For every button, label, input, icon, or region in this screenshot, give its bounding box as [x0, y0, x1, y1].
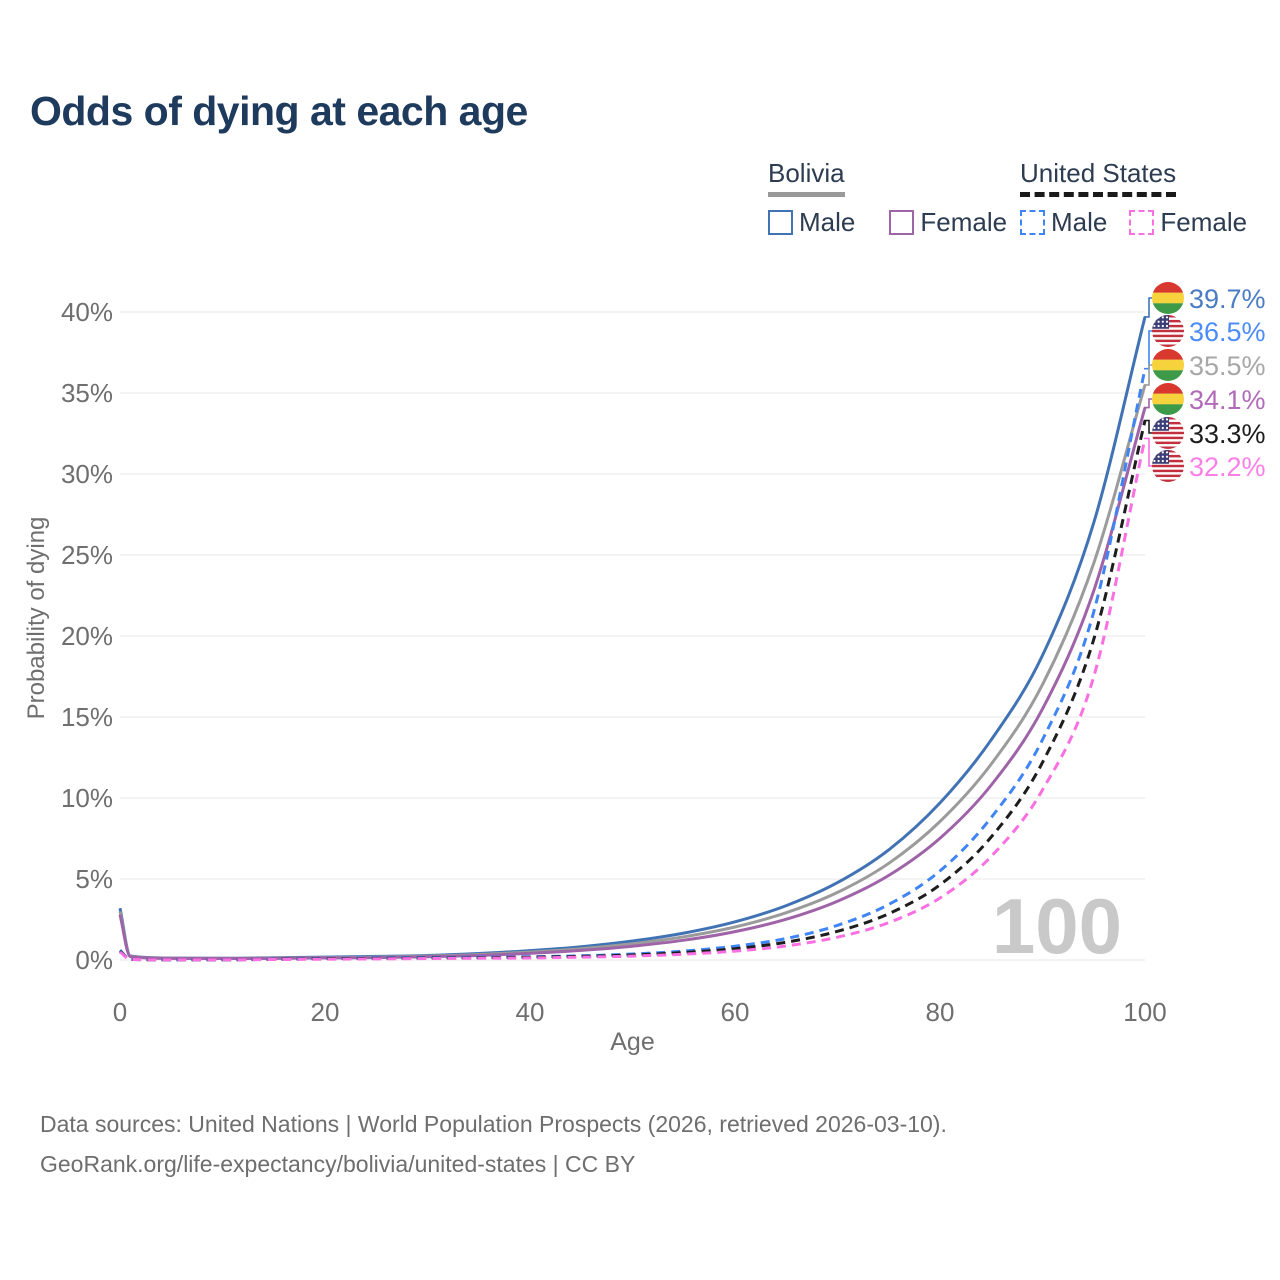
- legend-label-bolivia-male: Male: [799, 207, 856, 237]
- flag-icon-bolivia: [1152, 282, 1184, 314]
- watermark-age: 100: [992, 882, 1122, 970]
- label-connector-bolivia-total: [1144, 364, 1152, 386]
- y-tick-label: 25%: [61, 540, 113, 570]
- legend-label-bolivia-female: Female: [920, 207, 1008, 237]
- y-tick-label: 35%: [61, 378, 113, 408]
- y-tick-label: 30%: [61, 459, 113, 489]
- x-tick-label: 0: [113, 997, 127, 1027]
- series-line-us-male[interactable]: [118, 368, 1147, 962]
- label-connector-bolivia-male: [1144, 297, 1152, 318]
- y-tick-label: 20%: [61, 621, 113, 651]
- label-connector-us-female: [1144, 437, 1152, 467]
- flag-icon-bolivia: [1152, 383, 1184, 415]
- legend-group-bolivia: Bolivia Male Female: [768, 158, 1007, 238]
- footer-line-2: GeoRank.org/life-expectancy/bolivia/unit…: [40, 1151, 636, 1177]
- legend-item-bolivia-male[interactable]: Male: [768, 207, 855, 238]
- legend-swatch-us-female: [1129, 210, 1155, 235]
- page-title: Odds of dying at each age: [30, 88, 528, 134]
- data-source-footer: Data sources: United Nations | World Pop…: [40, 1104, 947, 1184]
- legend-group-title-united-states: United States: [1020, 158, 1177, 197]
- y-tick-label: 10%: [61, 783, 113, 813]
- x-tick-label: 40: [516, 997, 545, 1027]
- x-tick-label: 100: [1123, 997, 1166, 1027]
- legend-row-bolivia: Male Female: [768, 207, 1007, 238]
- y-tick-label: 40%: [61, 297, 113, 327]
- legend-label-us-male: Male: [1051, 207, 1108, 237]
- series-line-bolivia-male[interactable]: [118, 316, 1147, 960]
- series-line-bolivia-total[interactable]: [118, 384, 1147, 960]
- end-value-label-bolivia-total: 35.5%: [1189, 351, 1266, 381]
- x-tick-label: 80: [926, 997, 955, 1027]
- flag-icon-us: [1152, 417, 1184, 449]
- legend-swatch-us-male: [1020, 210, 1045, 235]
- legend-swatch-bolivia-male: [768, 210, 793, 235]
- label-connector-us-total: [1144, 419, 1152, 434]
- y-tick-label: 5%: [75, 864, 113, 894]
- x-tick-label: 60: [721, 997, 750, 1027]
- footer-line-1: Data sources: United Nations | World Pop…: [40, 1111, 947, 1137]
- flag-icon-us: [1152, 450, 1184, 482]
- y-tick-label: 0%: [75, 945, 113, 975]
- end-value-label-bolivia-female: 34.1%: [1189, 385, 1266, 415]
- y-tick-label: 15%: [61, 702, 113, 732]
- flag-icon-us: [1152, 315, 1184, 347]
- series-line-bolivia-female[interactable]: [118, 407, 1147, 960]
- end-value-label-bolivia-male: 39.7%: [1189, 284, 1266, 314]
- flag-icon-bolivia: [1152, 349, 1184, 381]
- y-axis-title: Probability of dying: [23, 517, 50, 720]
- end-value-label-us-female: 32.2%: [1189, 452, 1266, 482]
- label-connector-bolivia-female: [1144, 398, 1152, 409]
- label-connector-us-male: [1144, 330, 1152, 370]
- legend-group-title-bolivia: Bolivia: [768, 158, 845, 197]
- legend-item-bolivia-female[interactable]: Female: [889, 207, 1007, 238]
- x-tick-label: 20: [311, 997, 340, 1027]
- legend-swatch-bolivia-female: [889, 210, 915, 235]
- end-value-label-us-total: 33.3%: [1189, 419, 1266, 449]
- x-axis-title: Age: [610, 1028, 654, 1056]
- legend-item-us-female[interactable]: Female: [1129, 207, 1247, 238]
- legend-group-united-states: United States Male Female: [1020, 158, 1247, 238]
- legend-row-united-states: Male Female: [1020, 207, 1247, 238]
- legend-item-us-male[interactable]: Male: [1020, 207, 1107, 238]
- end-value-label-us-male: 36.5%: [1189, 317, 1266, 347]
- legend-label-us-female: Female: [1160, 207, 1248, 237]
